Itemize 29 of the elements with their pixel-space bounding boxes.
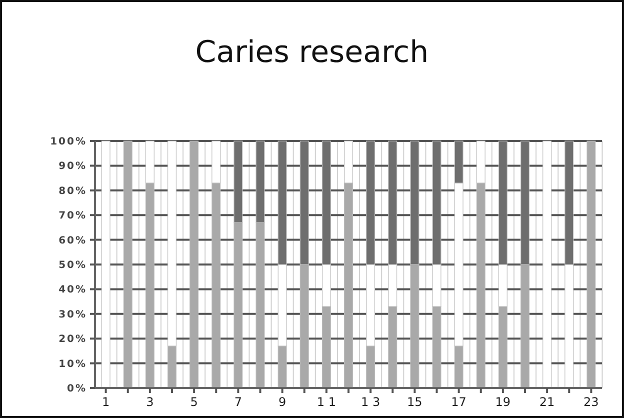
y-tick-label: 20% <box>58 334 87 346</box>
y-tick-label: 40% <box>58 284 87 296</box>
x-tick-label: 1 3 <box>361 395 380 409</box>
x-tick-label: 21 <box>539 395 555 409</box>
y-tick-label: 80% <box>58 186 87 197</box>
bar <box>190 140 199 388</box>
y-tick-label: 70% <box>58 210 87 222</box>
y-tick-label: 30% <box>58 309 87 320</box>
x-tick-label: 9 <box>278 395 286 409</box>
bar <box>542 140 552 388</box>
x-tick-label: 7 <box>234 395 242 409</box>
bar <box>586 140 596 388</box>
x-tick-label: 1 <box>102 395 110 409</box>
x-tick-label: 1 1 <box>316 395 336 409</box>
x-tick-label: 15 <box>407 395 422 409</box>
x-tick-label: 17 <box>451 395 466 409</box>
y-tick-label: 50% <box>58 260 87 271</box>
y-tick-label: 0% <box>67 384 87 394</box>
x-tick-label: 3 <box>146 395 154 409</box>
x-tick-label: 19 <box>495 395 511 409</box>
x-tick-label: 23 <box>584 395 599 409</box>
bar <box>123 140 132 388</box>
y-tick-label: 90% <box>58 161 87 172</box>
y-tick-label: 100% <box>50 136 87 148</box>
y-tick-label: 10% <box>58 358 87 370</box>
x-tick-label: 5 <box>190 395 198 409</box>
bar <box>101 140 110 388</box>
chart-title: Caries research <box>195 35 429 70</box>
y-tick-label: 60% <box>58 235 87 246</box>
